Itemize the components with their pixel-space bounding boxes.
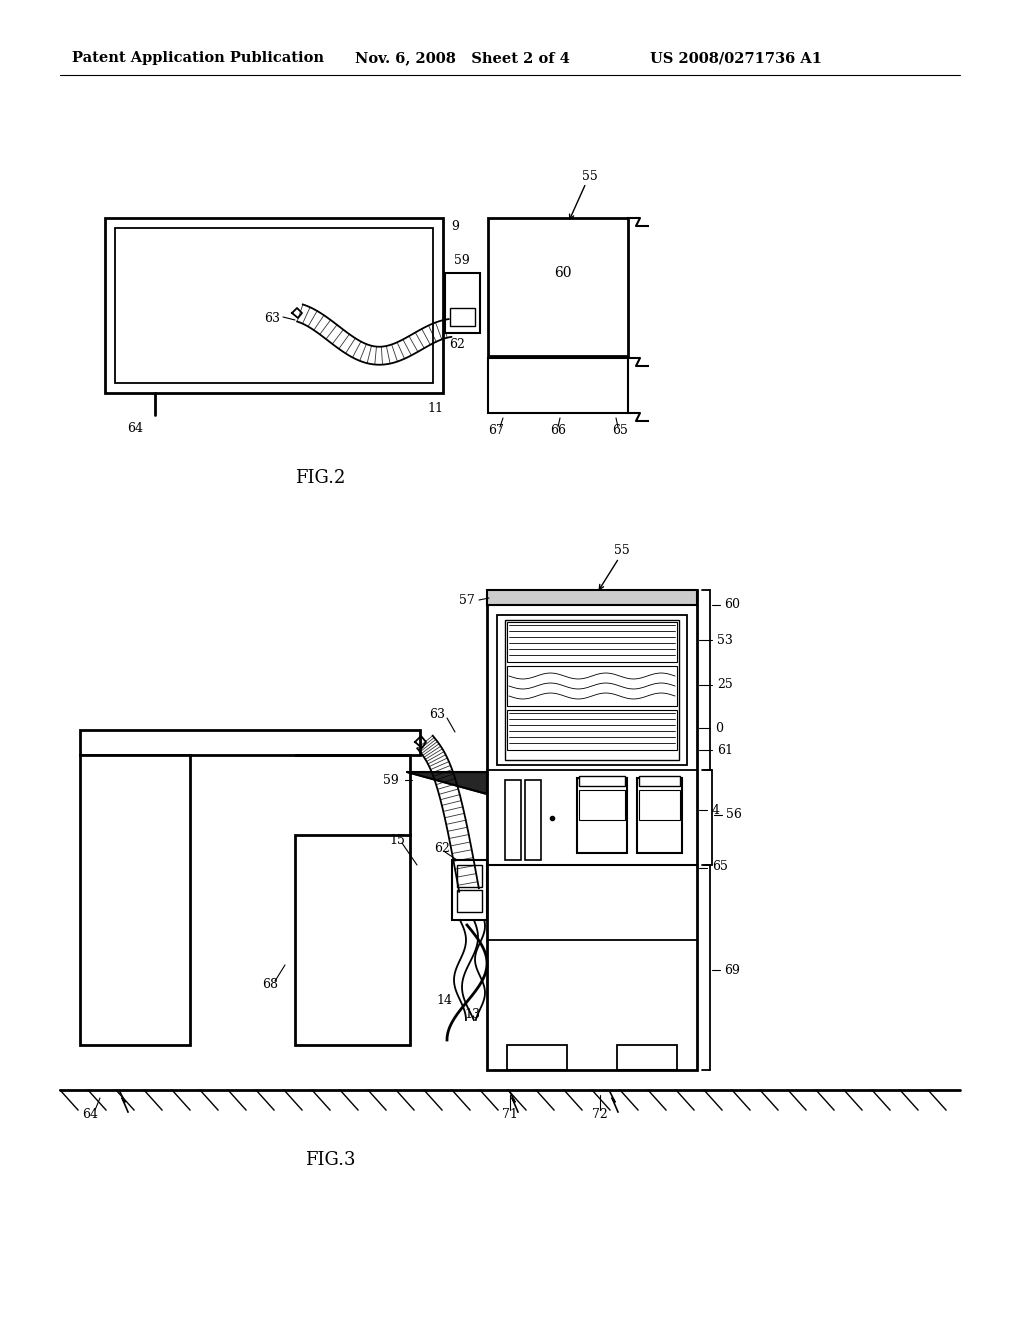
Text: 53: 53 [717,634,733,647]
Text: 67: 67 [488,425,504,437]
Polygon shape [407,772,487,795]
Bar [450,308,475,326]
Text: 62: 62 [450,338,465,351]
Bar [80,755,190,1045]
Text: 69: 69 [724,964,740,977]
Bar [457,865,482,887]
Text: 65: 65 [712,861,728,874]
Text: 59: 59 [454,255,470,268]
Bar [295,836,410,1045]
Text: 4: 4 [712,804,720,817]
Text: 71: 71 [502,1109,518,1122]
Text: 9: 9 [451,219,459,232]
Bar [487,590,697,1071]
Bar [579,789,625,820]
Text: 15: 15 [389,833,404,846]
Bar [637,777,682,853]
Text: 65: 65 [612,425,628,437]
Text: 13: 13 [464,1008,480,1022]
Bar [579,776,625,785]
Text: Patent Application Publication: Patent Application Publication [72,51,324,65]
Text: 60: 60 [724,598,740,611]
Bar [639,776,680,785]
Bar [617,1045,677,1071]
Text: 64: 64 [127,421,143,434]
Text: US 2008/0271736 A1: US 2008/0271736 A1 [650,51,822,65]
Bar [525,780,541,861]
Text: 61: 61 [717,743,733,756]
Text: 59: 59 [383,774,399,787]
Text: 62: 62 [434,842,450,854]
Text: FIG.3: FIG.3 [305,1151,355,1170]
Bar [80,730,420,755]
Text: 55: 55 [614,544,630,557]
Text: 63: 63 [264,312,280,325]
Text: 0: 0 [715,722,723,734]
Text: 68: 68 [262,978,278,991]
Bar [507,710,677,750]
Bar [488,218,628,356]
Text: 55: 55 [582,169,598,182]
Bar [105,218,443,393]
Bar [488,358,628,413]
Bar [452,861,487,920]
Bar [505,780,521,861]
Bar [115,228,433,383]
Bar [639,789,680,820]
Text: 66: 66 [550,425,566,437]
Text: 57: 57 [459,594,475,606]
Text: Nov. 6, 2008   Sheet 2 of 4: Nov. 6, 2008 Sheet 2 of 4 [355,51,570,65]
Bar [505,620,679,760]
Text: 64: 64 [82,1109,98,1122]
Bar [497,615,687,766]
Bar [487,590,697,605]
Text: 72: 72 [592,1109,608,1122]
Bar [507,1045,567,1071]
Bar [507,622,677,663]
Text: 14: 14 [436,994,452,1006]
Bar [445,273,480,333]
Text: 63: 63 [429,708,445,721]
Bar [577,777,627,853]
Bar [507,667,677,706]
Text: 11: 11 [427,401,443,414]
Text: FIG.2: FIG.2 [295,469,345,487]
Text: 56: 56 [726,808,741,821]
Text: 25: 25 [717,678,733,692]
Text: 60: 60 [554,267,571,280]
Bar [457,890,482,912]
